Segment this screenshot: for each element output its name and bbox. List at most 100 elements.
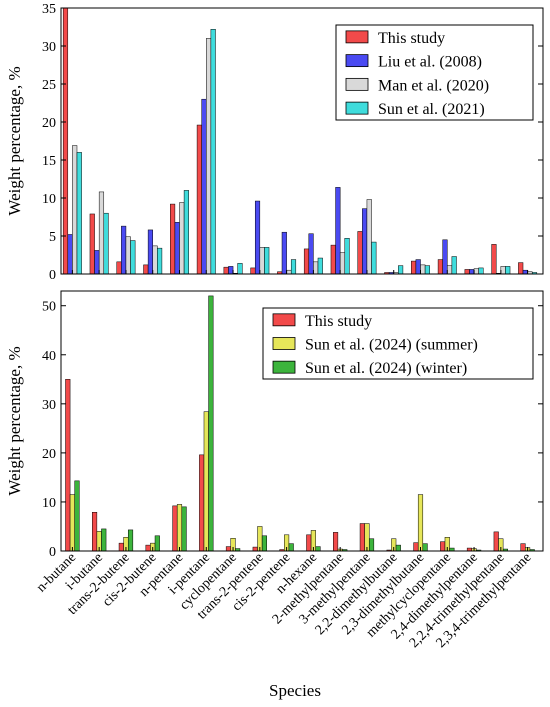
bar [208, 295, 214, 552]
bar [281, 231, 287, 275]
bar [103, 212, 109, 275]
bar [172, 505, 178, 552]
bar [333, 532, 339, 552]
bar [335, 187, 341, 275]
bar [170, 203, 176, 275]
legend-entry: This study [378, 30, 445, 47]
bar [121, 225, 127, 275]
bar [464, 269, 470, 275]
bar [203, 411, 209, 552]
bar [143, 264, 149, 275]
y-tick-label: 10 [42, 192, 56, 207]
y-tick-label: 20 [42, 116, 56, 131]
y-tick-label: 25 [42, 78, 56, 93]
legend-entry: Sun et al. (2024) (winter) [305, 360, 467, 377]
bar [154, 535, 160, 552]
bar [366, 199, 372, 275]
bar [368, 538, 375, 552]
bar [264, 247, 270, 275]
bar [67, 234, 73, 275]
legend-entry: Sun et al. (2024) (summer) [305, 337, 478, 354]
bar [339, 252, 346, 275]
bar [201, 98, 207, 275]
legend-entry: Sun et al. (2021) [378, 101, 485, 118]
y-tick-label: 35 [42, 2, 56, 17]
bar [92, 512, 98, 552]
legend-swatch [345, 101, 369, 115]
legend-box [335, 24, 534, 121]
bar [447, 265, 453, 275]
bar [344, 238, 350, 275]
bar [364, 523, 370, 552]
legend-box [262, 307, 534, 380]
bar [72, 145, 78, 275]
bar [89, 213, 95, 275]
bar [330, 244, 336, 275]
bar [254, 200, 261, 275]
bar [359, 523, 365, 552]
bar [415, 259, 421, 275]
bar [101, 528, 107, 552]
bar [451, 256, 457, 275]
legend-swatch [345, 30, 369, 44]
bar [65, 379, 71, 552]
y-tick-label: 50 [42, 300, 56, 315]
bar [259, 247, 265, 275]
bar [206, 38, 212, 275]
legend-swatch [272, 313, 296, 327]
bar [199, 454, 205, 552]
y-tick-label: 10 [42, 496, 56, 511]
bar [420, 264, 426, 275]
y-axis-label: Weight percentage, % [5, 346, 24, 495]
bar [147, 229, 153, 275]
bar [183, 190, 189, 275]
bar [398, 265, 404, 275]
bar [308, 233, 314, 275]
y-tick-label: 5 [49, 230, 56, 245]
legend-swatch [345, 77, 369, 91]
plot-frame [60, 7, 544, 275]
bar [424, 265, 430, 275]
legend-entry: Liu et al. (2008) [378, 54, 482, 71]
y-tick-label: 20 [42, 447, 56, 462]
y-tick-label: 0 [49, 545, 56, 560]
bar [371, 241, 377, 275]
bar [442, 239, 448, 275]
bar [179, 202, 185, 275]
bar [127, 529, 134, 552]
bar [362, 208, 368, 275]
bar [76, 152, 82, 275]
legend-entry: Man et al. (2020) [378, 77, 489, 94]
bar [152, 245, 158, 275]
bar [196, 124, 202, 275]
bar [250, 267, 256, 275]
bar [62, 7, 69, 275]
bar [157, 247, 163, 275]
bar [69, 494, 75, 552]
bar [74, 480, 80, 552]
bar [98, 191, 105, 275]
y-tick-label: 0 [49, 268, 56, 283]
y-tick-label: 15 [42, 154, 56, 169]
y-axis-label: Weight percentage, % [5, 66, 24, 215]
bar [500, 266, 506, 275]
bar [473, 268, 479, 275]
bar [130, 240, 136, 275]
plot-frame [60, 290, 544, 552]
bar [317, 257, 323, 275]
bar [288, 543, 294, 552]
bar [94, 250, 100, 275]
bar [478, 267, 484, 275]
y-tick-label: 40 [42, 349, 56, 364]
bar [505, 266, 511, 275]
bar [116, 261, 122, 275]
bar [303, 248, 310, 275]
x-axis-label: Species [269, 681, 321, 700]
top-panel: 0 5 10 15 20 25 30 35 Weight percentage, % This s… [5, 2, 544, 283]
y-tick-label: 30 [42, 398, 56, 413]
bar [315, 546, 321, 552]
bar [422, 543, 428, 552]
bar [493, 531, 499, 552]
bar [437, 259, 443, 275]
